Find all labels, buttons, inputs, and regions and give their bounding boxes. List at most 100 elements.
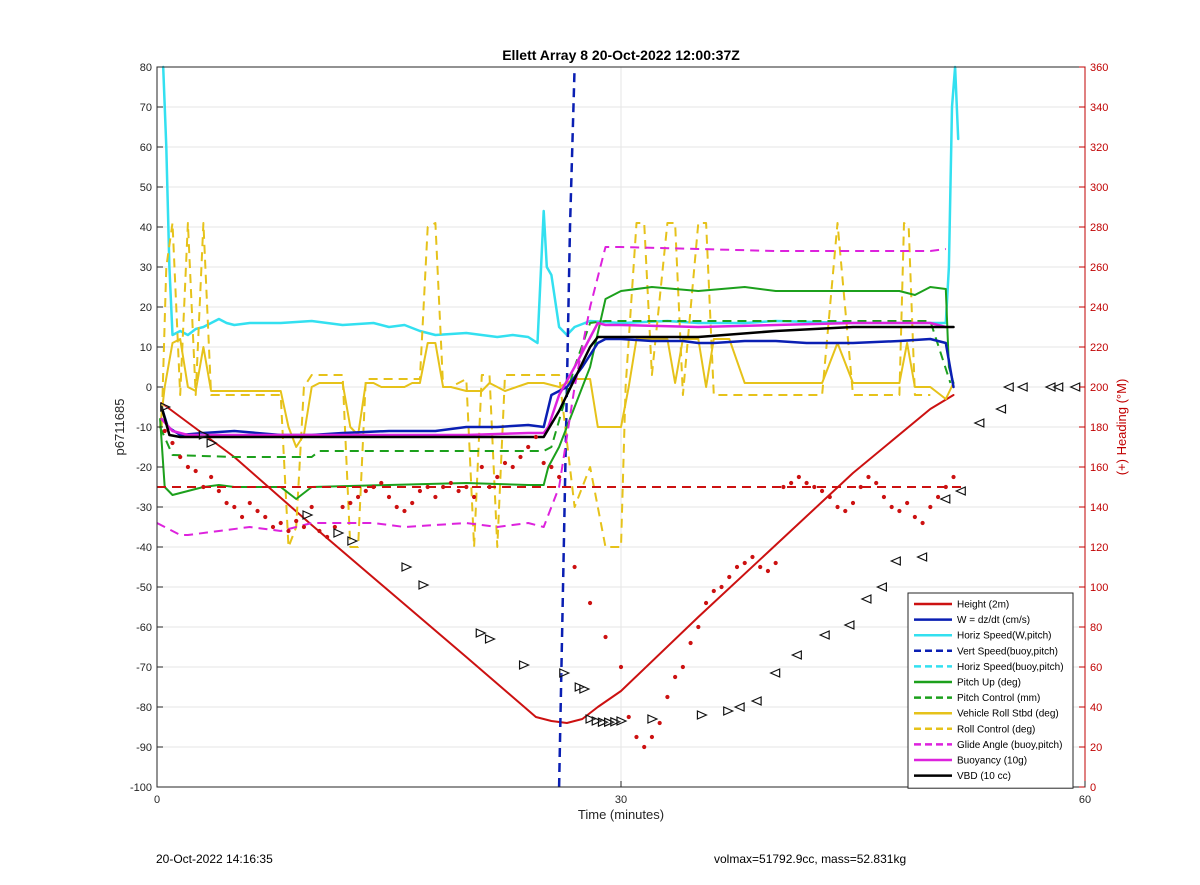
- dive-marker: [750, 696, 762, 706]
- y2-tick-label: 300: [1090, 182, 1108, 194]
- heading-point: [881, 494, 887, 500]
- dive-marker: [954, 486, 966, 496]
- heading-point: [742, 560, 747, 566]
- dive-marker: [579, 684, 591, 694]
- heading-point: [812, 484, 817, 490]
- dive-marker: [518, 660, 531, 670]
- dive-marker: [401, 562, 413, 572]
- series-buoyancy: [160, 321, 948, 437]
- heading-point: [951, 474, 956, 480]
- heading-point: [232, 504, 237, 510]
- heading-point: [850, 500, 856, 506]
- heading-point: [518, 454, 523, 460]
- y2-tick-label: 160: [1090, 462, 1108, 474]
- heading-point: [696, 624, 701, 630]
- heading-point: [773, 560, 778, 566]
- dive-marker: [418, 580, 430, 590]
- legend-label-vbd: VBD (10 cc): [957, 771, 1011, 782]
- y2-tick-label: 320: [1090, 142, 1108, 154]
- heading-point: [603, 634, 608, 640]
- y2-tick-label: 140: [1090, 502, 1108, 514]
- heading-point: [866, 474, 871, 480]
- heading-point: [703, 600, 709, 606]
- heading-point: [348, 500, 353, 506]
- dive-marker: [585, 714, 597, 724]
- heading-point: [835, 504, 840, 510]
- heading-point: [325, 534, 330, 540]
- series-layer: [156, 65, 962, 788]
- heading-point: [224, 500, 229, 506]
- dive-marker: [475, 628, 487, 638]
- dive-marker: [333, 528, 345, 538]
- series-vert_buoy: [557, 66, 576, 788]
- heading-point: [386, 494, 392, 500]
- heading-point: [410, 500, 415, 506]
- y-tick-label: -90: [136, 742, 152, 754]
- y-tick-label: 20: [140, 302, 152, 314]
- y-tick-label: 50: [140, 182, 152, 194]
- heading-point: [286, 528, 291, 534]
- heading-point: [294, 518, 299, 524]
- y-tick-label: 80: [140, 62, 152, 74]
- dive-marker: [995, 404, 1007, 414]
- heading-point: [526, 444, 531, 450]
- y2-tick-label: 260: [1090, 262, 1108, 274]
- heading-point: [758, 564, 763, 570]
- y-tick-label: 0: [146, 382, 152, 394]
- legend-label-pitch: Pitch Up (deg): [957, 678, 1021, 689]
- y2-tick-label: 340: [1090, 102, 1108, 114]
- heading-point: [804, 480, 809, 486]
- heading-point: [425, 484, 430, 490]
- heading-point: [495, 474, 500, 480]
- y-tick-label: -80: [136, 702, 152, 714]
- dive-marker: [1002, 382, 1014, 392]
- y-tick-label: -30: [136, 502, 152, 514]
- y-tick-label: -100: [130, 782, 152, 794]
- y2-tick-label: 100: [1090, 582, 1108, 594]
- heading-point: [309, 504, 314, 510]
- heading-point: [479, 464, 484, 470]
- heading-point: [711, 588, 716, 594]
- heading-point: [471, 494, 477, 500]
- y-tick-label: 40: [140, 222, 152, 234]
- dive-marker: [616, 716, 628, 726]
- x-axis-title: Time (minutes): [578, 807, 664, 822]
- dive-marker: [723, 706, 735, 716]
- heading-point: [642, 744, 647, 750]
- series-glide: [156, 246, 946, 536]
- heading-point: [765, 568, 771, 574]
- dive-marker: [1016, 382, 1028, 392]
- heading-point: [789, 480, 794, 486]
- legend-box: [907, 592, 1074, 789]
- y2-tick-label: 220: [1090, 342, 1108, 354]
- heading-point: [201, 484, 206, 490]
- heading-point: [178, 454, 183, 460]
- series-vbd: [160, 325, 955, 439]
- heading-point: [912, 514, 917, 520]
- heading-point: [417, 488, 423, 494]
- dive-marker: [610, 716, 622, 727]
- heading-point: [920, 520, 925, 526]
- dive-marker: [889, 556, 901, 566]
- legend-label-horiz_buoy: Horiz Speed(buoy,pitch): [957, 662, 1064, 673]
- heading-point: [680, 664, 685, 670]
- dive-marker: [939, 494, 951, 504]
- dive-marker: [696, 710, 708, 720]
- heading-point: [889, 504, 894, 510]
- heading-point: [943, 484, 948, 490]
- y-tick-label: -60: [136, 622, 152, 634]
- dive-marker: [860, 594, 872, 604]
- dive-markers: [160, 382, 1081, 728]
- heading-point: [533, 434, 539, 440]
- heading-point: [263, 514, 268, 520]
- y2-tick-label: 20: [1090, 742, 1102, 754]
- series-pitch: [159, 286, 955, 500]
- dive-marker: [769, 668, 781, 678]
- heading-point: [796, 474, 801, 480]
- heading-point: [162, 428, 167, 434]
- dive-marker: [347, 536, 359, 546]
- legend-label-vert_buoy: Vert Speed(buoy,pitch): [957, 646, 1058, 657]
- heading-point: [270, 524, 276, 530]
- dive-marker: [973, 418, 985, 428]
